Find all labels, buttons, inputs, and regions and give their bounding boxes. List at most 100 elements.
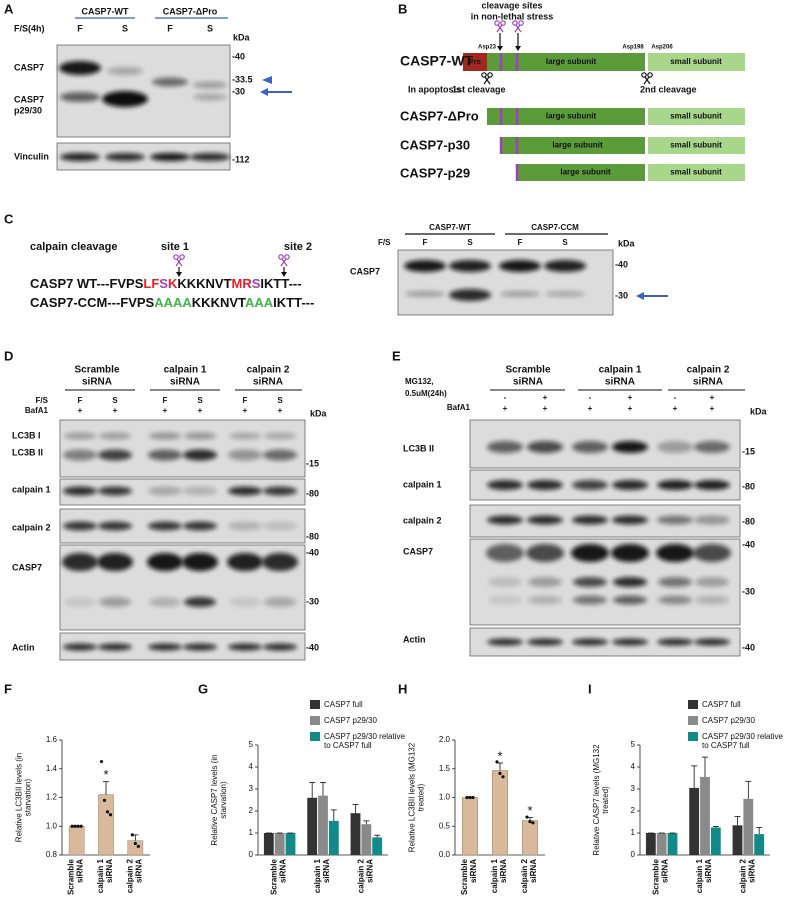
scissor [647,72,653,78]
data-point [136,844,140,848]
data-point [471,795,475,800]
error-bar [363,820,370,825]
lane-label: + [503,404,508,413]
lane-label: F [518,238,523,247]
lane-label: F [243,396,248,405]
condition-label: BafA1 [25,406,49,415]
data-point [102,798,107,802]
blot-band [528,577,562,587]
blot-band [150,153,190,161]
error-bar [330,809,337,821]
legend-label-text: CASP7 p29/30 relative to CASP7 full [324,732,405,750]
blot-band [60,92,100,102]
y-axis-label: Relative CASP7 levels (in starvation) [210,754,228,846]
blot-band [263,521,297,531]
x-tick-label: calpain 1 siRNA [313,859,331,893]
data-point [105,810,110,814]
arrow-head [281,272,287,277]
y-axis-label-text: Relative CASP7 levels (in starvation) [210,754,228,846]
scissor [278,254,284,260]
data-point [76,824,80,828]
blot-band [264,432,296,440]
scissor [497,24,504,33]
row-label: CASP7 [350,266,380,276]
arrow-head [260,88,268,96]
lane-label: F [77,23,83,33]
note: in non-lethal stress [471,11,554,21]
legend-swatch [688,700,698,709]
blot-band [572,515,608,525]
bar [68,826,85,856]
lane-label: + [278,406,283,415]
legend-swatch [310,716,320,725]
error-bar [352,804,359,814]
panel-letter: F [4,681,12,696]
blot-band [404,260,446,272]
blot-band [193,81,227,89]
blot-band [183,521,217,531]
marker-label: -40 [742,539,755,549]
blot-band [527,441,563,453]
blot-band [228,449,262,461]
marker-label: -15 [742,446,755,456]
blot-band [527,638,563,646]
marker-label: -40 [615,259,628,269]
blot-band [572,638,608,646]
blot-band [97,553,133,571]
blot-band [263,486,297,496]
domain-label: Pro [469,59,481,66]
blot-band [98,643,132,651]
blot-band [694,441,730,453]
lane-label: + [628,404,633,413]
blot-band [184,432,216,440]
blot-band [148,521,182,531]
bar [98,794,114,856]
data-point [70,824,74,828]
x-tick-label-text: calpain 1 siRNA [695,859,713,894]
row-label: CASP7 [14,94,44,104]
small-subunit [648,164,745,181]
error-bar [497,762,503,771]
marker-label: -30 [306,596,319,606]
sequence-segment: KKKNVT [192,295,246,310]
unit-label: kDa [618,238,636,248]
unit-label: kDa [750,406,768,416]
lane-label: + [710,393,715,402]
y-tick-label: 1.4 [46,764,58,773]
data-point [495,760,499,764]
x-tick-label: Scramble siRNA [652,859,670,895]
unit-label: kDa [310,408,328,418]
lane-label: + [543,404,548,413]
lane-label: S [122,23,128,33]
y-tick-label: 1.0 [46,821,58,830]
blot-band [102,91,148,107]
row-label: CASP7 [12,562,42,572]
sequence-segment: S [159,276,168,291]
group-label: Scramble [505,365,550,376]
panel-letter: E [392,348,401,363]
bar [328,820,339,855]
y-axis-label: Relative LC3BII levels (MG132 treated) [407,743,425,852]
blot-band [148,449,182,461]
x-tick-label: calpain 1 siRNA [695,859,713,894]
blot-band [263,643,297,651]
x-tick-label: calpain 2 siRNA [356,859,374,893]
x-tick-label-text: calpain 1 siRNA [490,859,508,894]
x-tick-label-text: Scramble siRNA [460,859,478,896]
scissor [643,76,650,85]
blot-band [63,449,97,461]
lane-label: F [423,238,428,247]
caption: calpain cleavage [30,241,117,253]
y-tick-label: 1.2 [46,793,58,802]
blot-band [612,480,648,490]
y-tick-label: 5 [631,740,636,749]
legend-label: CASP7 p29/30 [702,716,755,725]
legend-swatch [310,700,320,709]
legend-label: CASP7 full [324,700,363,709]
blot-band [694,638,730,646]
scissor [284,254,290,260]
lane-label: + [588,404,593,413]
arrow-head [262,76,272,84]
blot-band [487,480,523,490]
blot-band [264,597,296,607]
